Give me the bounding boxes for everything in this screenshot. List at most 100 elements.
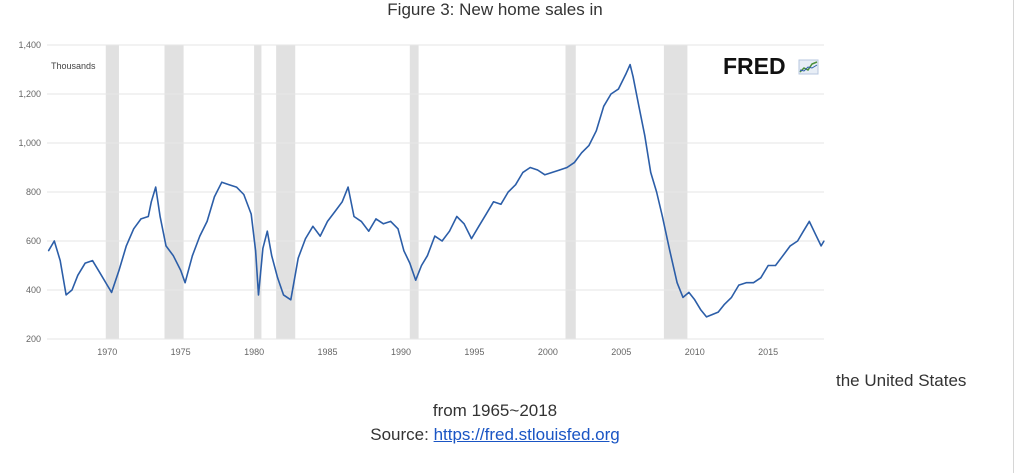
data-point — [213, 196, 215, 198]
data-point — [360, 220, 362, 222]
data-point — [59, 260, 61, 262]
data-point — [448, 230, 451, 232]
data-point — [159, 215, 161, 218]
data-point — [730, 296, 733, 298]
data-point — [441, 240, 443, 242]
data-point — [262, 247, 264, 249]
grid-lines — [47, 44, 824, 340]
y-tick-label: 1,200 — [18, 89, 41, 99]
data-point — [420, 264, 423, 267]
data-point — [492, 201, 495, 203]
data-point — [125, 245, 127, 247]
y-tick-label: 800 — [26, 187, 41, 197]
data-point — [456, 215, 458, 218]
data-point — [77, 274, 79, 276]
data-point — [529, 166, 531, 169]
data-point — [588, 144, 590, 146]
caption-line-2: from 1965~2018 — [432, 401, 558, 420]
data-point — [632, 76, 634, 78]
data-point — [99, 272, 101, 274]
x-tick-label: 2005 — [611, 347, 631, 357]
data-point — [644, 135, 646, 137]
x-tick-label: 1980 — [244, 347, 264, 357]
source-link[interactable]: https://fred.stlouisfed.org — [433, 425, 620, 444]
data-point — [150, 201, 152, 203]
data-point — [206, 220, 208, 222]
data-point — [723, 304, 725, 306]
data-point — [191, 255, 193, 257]
fred-logo: FRED — [723, 53, 819, 79]
data-point — [255, 250, 257, 252]
data-point — [629, 64, 631, 66]
data-point — [326, 220, 329, 222]
x-axis-ticks: 1970 1975 1980 1985 1990 1995 2000 2005 2010 2015 — [97, 347, 778, 357]
data-point — [250, 213, 252, 215]
data-point — [353, 215, 355, 218]
data-point — [65, 294, 67, 296]
data-point — [347, 186, 349, 188]
data-point — [625, 73, 627, 75]
data-point — [71, 289, 73, 291]
data-point — [610, 93, 612, 95]
data-point — [199, 235, 201, 237]
data-point — [266, 230, 268, 232]
data-point — [573, 162, 575, 164]
data-point — [147, 215, 149, 218]
data-point — [341, 201, 343, 203]
y-tick-label: 600 — [26, 236, 41, 246]
data-point — [243, 193, 245, 196]
y-tick-label: 200 — [26, 334, 41, 344]
data-point — [581, 152, 583, 154]
data-point — [551, 171, 553, 173]
data-point — [53, 240, 55, 242]
source-label: Source: — [370, 425, 434, 444]
data-point — [184, 282, 186, 284]
data-point — [566, 166, 568, 169]
data-point — [304, 238, 307, 240]
data-point — [688, 291, 690, 293]
data-point — [661, 215, 664, 218]
data-point — [700, 309, 702, 311]
fred-logo-text: FRED — [723, 53, 786, 79]
data-point — [617, 88, 620, 90]
data-point — [221, 181, 223, 183]
data-point — [814, 233, 816, 235]
line-chart: 200 400 600 800 1,000 1,200 1,400 1970 1975 1980… — [18, 40, 825, 357]
data-point — [140, 218, 142, 220]
data-point — [165, 245, 167, 247]
data-point — [774, 264, 777, 267]
data-point — [463, 223, 465, 225]
data-point — [180, 269, 182, 271]
x-tick-label: 1985 — [318, 347, 338, 357]
data-point — [808, 220, 810, 222]
data-point — [290, 299, 292, 301]
caption-line-1: the United States — [836, 371, 967, 390]
data-point — [682, 296, 684, 298]
x-tick-label: 1990 — [391, 347, 411, 357]
data-point — [705, 316, 708, 318]
data-point — [782, 255, 784, 257]
x-tick-label: 1970 — [97, 347, 117, 357]
small-line-chart-icon — [798, 59, 819, 75]
data-point — [111, 291, 113, 293]
data-point — [390, 220, 392, 222]
data-point — [745, 282, 747, 284]
data-point — [595, 130, 597, 132]
y-tick-label: 400 — [26, 285, 41, 295]
x-tick-label: 2015 — [758, 347, 778, 357]
data-point — [802, 230, 805, 232]
data-point — [537, 169, 539, 171]
data-point — [426, 255, 428, 257]
data-point — [507, 191, 509, 193]
y-tick-label: 1,000 — [18, 138, 41, 148]
data-point — [334, 211, 336, 213]
data-point — [760, 277, 762, 279]
data-point — [676, 282, 678, 284]
data-point — [789, 245, 791, 247]
data-point — [603, 105, 605, 107]
data-point — [820, 245, 822, 247]
data-point — [155, 186, 157, 188]
data-point — [711, 313, 714, 316]
data-point — [277, 277, 279, 279]
data-point — [397, 228, 399, 230]
